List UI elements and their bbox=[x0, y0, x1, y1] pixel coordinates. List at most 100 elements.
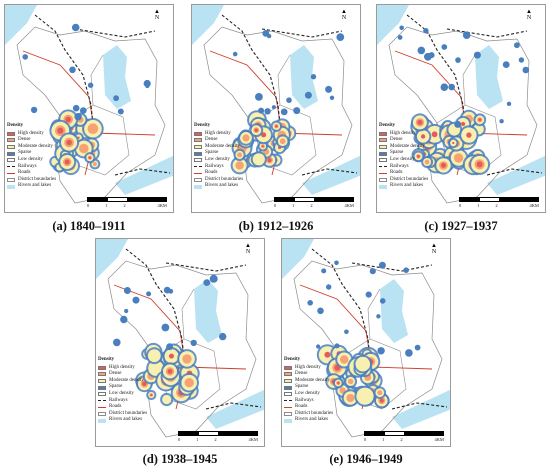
density-sparse-point bbox=[441, 44, 448, 50]
density-sparse-point bbox=[293, 107, 301, 115]
legend-label: Dense bbox=[390, 137, 403, 143]
scale-bar-segments bbox=[178, 431, 258, 436]
railway bbox=[205, 402, 262, 410]
legend-label: Moderate density bbox=[18, 143, 53, 149]
legend-label: Railways bbox=[109, 397, 128, 403]
density-high bbox=[142, 381, 147, 386]
legend-label: Rivers and lakes bbox=[390, 183, 424, 189]
density-dense bbox=[453, 153, 464, 163]
scale-tick-label: 4KM bbox=[529, 203, 539, 208]
scale-tick-label: 0 bbox=[178, 437, 181, 442]
density-sparse-point bbox=[264, 108, 271, 115]
density-sparse-point bbox=[72, 104, 80, 112]
road-symbol bbox=[7, 172, 15, 174]
scale-tick-label: 1 bbox=[477, 203, 480, 208]
legend-item: Dense bbox=[194, 137, 243, 144]
density-high bbox=[57, 127, 64, 134]
north-arrow-icon: ▲ N bbox=[341, 9, 347, 21]
legend-swatch bbox=[98, 379, 106, 384]
legend-swatch bbox=[194, 151, 202, 156]
density-sparse-point bbox=[30, 106, 38, 114]
legend-label: Railways bbox=[295, 397, 314, 403]
density-high bbox=[461, 121, 466, 127]
density-sparse-point bbox=[369, 268, 376, 275]
scale-tick-label: 2 bbox=[310, 203, 313, 208]
density-sparse-point bbox=[286, 97, 292, 103]
density-high bbox=[452, 141, 455, 145]
density-sparse-point bbox=[502, 61, 510, 68]
density-dense bbox=[182, 354, 192, 364]
legend-item: Railways bbox=[7, 164, 56, 171]
panel-caption: (d) 1938–1945 bbox=[142, 452, 218, 466]
road bbox=[369, 366, 433, 370]
legend-label: High density bbox=[18, 130, 44, 136]
density-sparse-point bbox=[22, 54, 29, 60]
legend-item: Sparse bbox=[7, 150, 56, 157]
legend-item: Low density bbox=[379, 157, 428, 164]
scale-tick-label: 1 bbox=[382, 437, 385, 442]
water-symbol bbox=[7, 184, 15, 189]
legend-swatch bbox=[379, 131, 387, 136]
panel-caption: (c) 1927–1937 bbox=[424, 219, 498, 233]
district-boundary bbox=[90, 54, 104, 106]
scale-tick-label: 2 bbox=[400, 437, 403, 442]
density-moderate bbox=[252, 153, 265, 166]
density-sparse-point bbox=[209, 274, 218, 283]
legend-item: District boundaries bbox=[7, 177, 56, 184]
legend-label: High density bbox=[295, 364, 321, 370]
density-dense bbox=[87, 123, 99, 134]
scale-tick-label: 4KM bbox=[248, 437, 258, 442]
legend-item: Moderate density bbox=[284, 378, 333, 385]
density-sparse-point bbox=[329, 95, 335, 101]
legend-label: Roads bbox=[295, 404, 308, 410]
legend-label: Sparse bbox=[295, 384, 309, 390]
legend-swatch bbox=[379, 158, 387, 163]
density-sparse-point bbox=[336, 33, 345, 41]
railway bbox=[351, 262, 433, 272]
boundary-symbol bbox=[194, 178, 202, 183]
density-sparse-point bbox=[190, 339, 197, 347]
river bbox=[5, 5, 37, 45]
density-sparse-point bbox=[440, 83, 449, 91]
density-high bbox=[169, 353, 174, 359]
map-panel-d: ▲ N Density High density Dense Moderate dens… bbox=[95, 238, 265, 447]
water-symbol bbox=[284, 418, 292, 423]
boundary-symbol bbox=[98, 412, 106, 417]
railway bbox=[261, 28, 343, 38]
legend-swatch bbox=[284, 372, 292, 377]
scale-bar-segments bbox=[364, 431, 444, 436]
legend: Density High density Dense Moderate density… bbox=[7, 123, 56, 190]
legend-label: Roads bbox=[109, 404, 122, 410]
scale-tick-label: 4KM bbox=[434, 437, 444, 442]
legend-item: High density bbox=[7, 131, 56, 138]
density-sparse-point bbox=[403, 267, 409, 273]
lake bbox=[475, 45, 503, 109]
legend-swatch bbox=[7, 131, 15, 136]
density-sparse-point bbox=[146, 291, 152, 297]
boundary-symbol bbox=[7, 178, 15, 183]
legend: Density High density Dense Moderate density… bbox=[379, 123, 428, 190]
density-sparse-point bbox=[71, 23, 80, 32]
north-arrow-icon: ▲ N bbox=[245, 243, 251, 255]
legend-item: Dense bbox=[379, 137, 428, 144]
density-sparse-point bbox=[120, 315, 128, 324]
legend-item: Sparse bbox=[379, 150, 428, 157]
panel-caption: (a) 1840–1911 bbox=[52, 219, 126, 233]
density-sparse-point bbox=[271, 105, 276, 110]
density-sparse-point bbox=[258, 107, 265, 114]
density-high bbox=[417, 119, 423, 125]
district-boundary bbox=[462, 54, 476, 106]
density-sparse-point bbox=[462, 31, 471, 39]
density-sparse-point bbox=[454, 120, 462, 128]
legend-item: District boundaries bbox=[98, 411, 147, 418]
legend-title: Density bbox=[379, 123, 396, 128]
river bbox=[302, 155, 360, 195]
density-dense bbox=[184, 378, 194, 388]
density-sparse-point bbox=[377, 347, 385, 355]
legend-item: Sparse bbox=[98, 384, 147, 391]
scale-bar-segments bbox=[459, 197, 539, 202]
railway bbox=[486, 168, 543, 176]
legend-item: Sparse bbox=[194, 150, 243, 157]
density-dense bbox=[377, 390, 383, 396]
legend-label: Low density bbox=[295, 390, 320, 396]
